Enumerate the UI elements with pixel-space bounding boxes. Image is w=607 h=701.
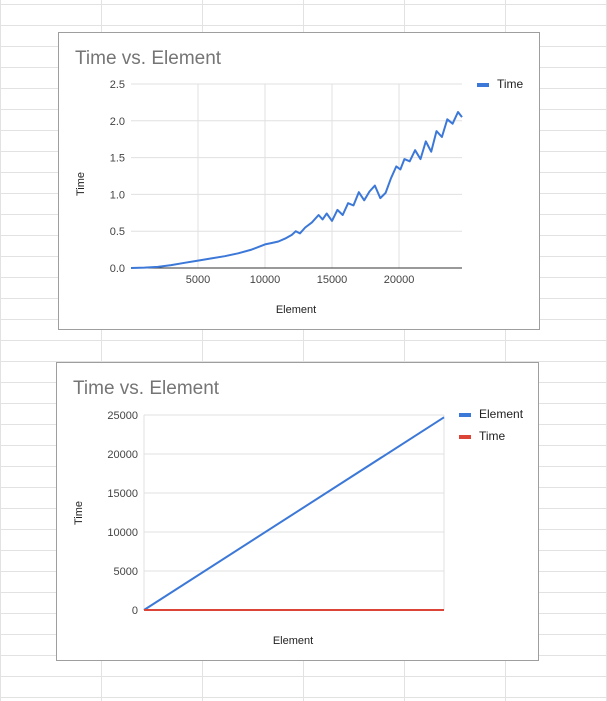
legend-swatch-time [459,435,471,439]
chart-card-time-vs-element-1[interactable]: Time vs. Element Element Time 5000 10000 1… [58,32,540,330]
element-time-line-chart: Time vs. Element Element Time 0 5000 10000… [73,378,524,647]
legend-label-time: Time [479,429,506,443]
y-tick-label: 2.5 [110,79,125,91]
legend-swatch-time [477,83,489,87]
series-line-time [130,111,463,269]
time-line-chart: Time vs. Element Element Time 5000 10000 1… [75,48,524,316]
legend-label-time: Time [497,77,524,91]
y-tick-label: 0.0 [110,263,125,275]
y-tick-label: 0.5 [110,226,125,238]
x-axis-title: Element [273,635,313,647]
x-tick-label: 20000 [384,274,415,286]
y-tick-label: 25000 [107,410,138,422]
y-tick-label: 1.5 [110,153,125,165]
x-tick-label: 5000 [186,274,210,286]
y-tick-label: 2.0 [110,116,125,128]
y-axis-title: Time [75,172,87,196]
y-axis-title: Time [73,501,85,525]
y-tick-label: 1.0 [110,189,125,201]
y-tick-label: 5000 [114,566,138,578]
x-axis-title: Element [276,304,316,316]
series-line-element [143,416,445,611]
y-tick-label: 15000 [107,488,138,500]
legend-label-element: Element [479,407,524,421]
legend-swatch-element [459,413,471,417]
y-tick-label: 20000 [107,449,138,461]
y-tick-label: 10000 [107,527,138,539]
chart-title: Time vs. Element [75,48,222,69]
x-tick-label: 10000 [250,274,281,286]
y-tick-label: 0 [132,605,138,617]
chart-title: Time vs. Element [73,378,220,399]
chart-card-time-vs-element-2[interactable]: Time vs. Element Element Time 0 5000 10000… [56,362,539,661]
x-tick-label: 15000 [317,274,348,286]
